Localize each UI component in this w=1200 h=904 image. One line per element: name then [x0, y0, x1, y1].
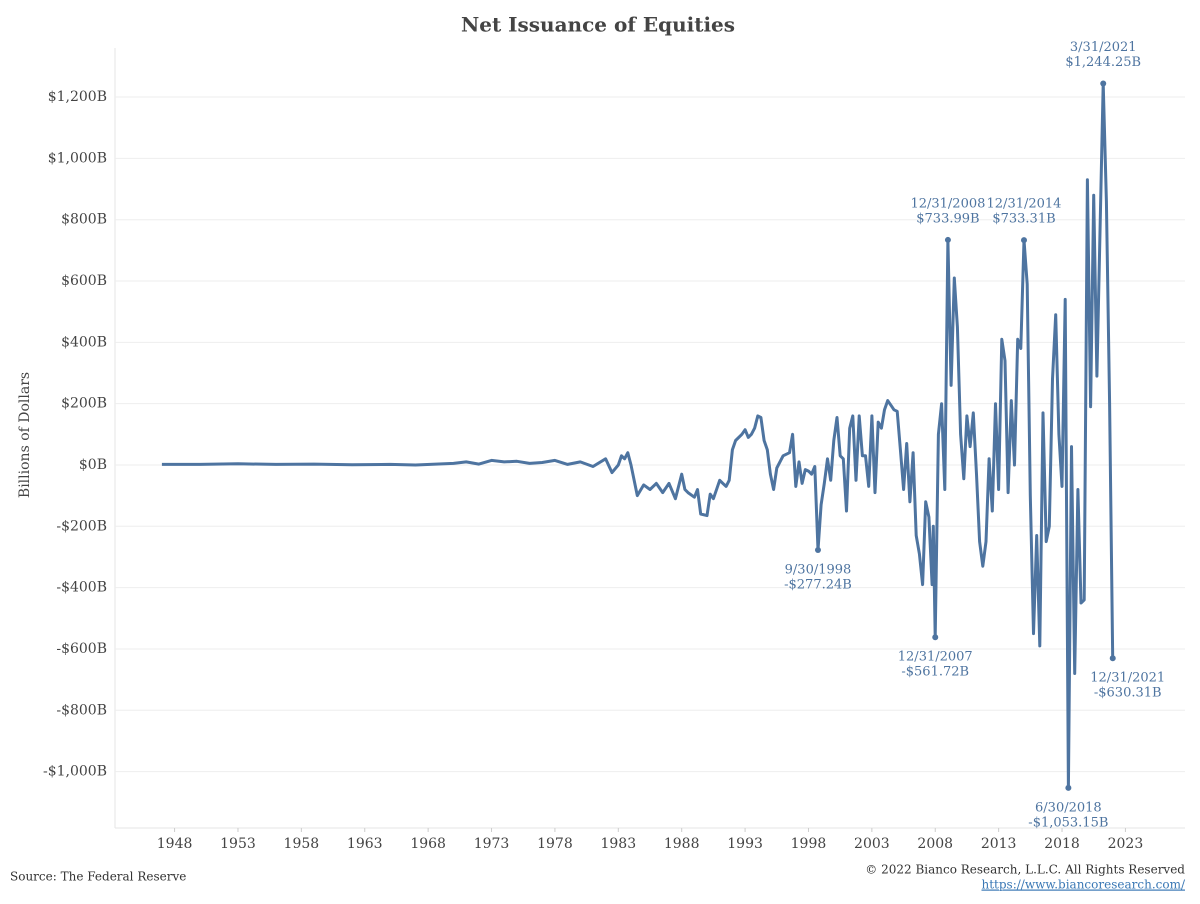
url-link[interactable]: https://www.biancoresearch.com/ [981, 878, 1185, 892]
x-tick-label: 2008 [917, 836, 953, 852]
annotation-date: 12/31/2021 [1090, 671, 1165, 686]
y-axis-label: Billions of Dollars [17, 372, 33, 498]
annotation-value: $733.99B [916, 211, 979, 226]
chart-title: Net Issuance of Equities [461, 13, 735, 37]
annotation-date: 3/31/2021 [1070, 40, 1137, 55]
annotation-dot [1020, 237, 1027, 244]
annotation-value: -$630.31B [1094, 686, 1162, 701]
annotation-dot [814, 546, 821, 553]
y-tick-label: -$200B [56, 518, 107, 534]
annotation-dot [1100, 80, 1107, 87]
annotation-value: -$277.24B [784, 577, 852, 592]
y-tick-label: $400B [61, 334, 107, 350]
y-tick-label: -$1,000B [43, 764, 107, 780]
x-tick-label: 1963 [347, 836, 383, 852]
x-tick-label: 1968 [410, 836, 446, 852]
x-tick-label: 2003 [854, 836, 890, 852]
x-tick-label: 2018 [1044, 836, 1080, 852]
annotation-dot [944, 236, 951, 243]
y-tick-label: $0B [79, 457, 107, 473]
y-tick-label: $600B [61, 273, 107, 289]
annotation-dot [1065, 784, 1072, 791]
y-tick-label: $200B [61, 396, 107, 412]
x-tick-label: 1998 [791, 836, 827, 852]
annotation-value: $1,244.25B [1065, 55, 1141, 70]
x-tick-label: 1993 [727, 836, 763, 852]
annotation-dot [932, 634, 939, 641]
annotation-date: 9/30/1998 [785, 562, 852, 577]
y-tick-label: $1,200B [48, 89, 107, 105]
annotation-date: 12/31/2007 [898, 650, 973, 665]
annotation-value: -$1,053.15B [1028, 815, 1108, 830]
x-tick-label: 1978 [537, 836, 573, 852]
annotation-value: -$561.72B [901, 665, 969, 680]
x-tick-label: 1983 [600, 836, 636, 852]
x-tick-label: 2013 [981, 836, 1017, 852]
y-tick-label: $1,000B [48, 150, 107, 166]
x-tick-label: 2023 [1108, 836, 1144, 852]
x-tick-label: 1953 [220, 836, 256, 852]
annotation-date: 12/31/2008 [910, 196, 985, 211]
x-tick-label: 1988 [664, 836, 700, 852]
x-tick-label: 1948 [157, 836, 193, 852]
annotation-value: $733.31B [992, 212, 1055, 227]
y-tick-label: -$800B [56, 702, 107, 718]
copyright: © 2022 Bianco Research, L.L.C. All Right… [865, 863, 1185, 877]
annotation-date: 12/31/2014 [987, 197, 1062, 212]
source: Source: The Federal Reserve [10, 870, 186, 884]
y-tick-label: $800B [61, 212, 107, 228]
y-tick-label: -$600B [56, 641, 107, 657]
x-tick-label: 1958 [284, 836, 320, 852]
annotation-dot [1109, 655, 1116, 662]
annotation-date: 6/30/2018 [1035, 800, 1102, 815]
x-tick-label: 1973 [474, 836, 510, 852]
y-tick-label: -$400B [56, 580, 107, 596]
data-line [161, 82, 1115, 790]
